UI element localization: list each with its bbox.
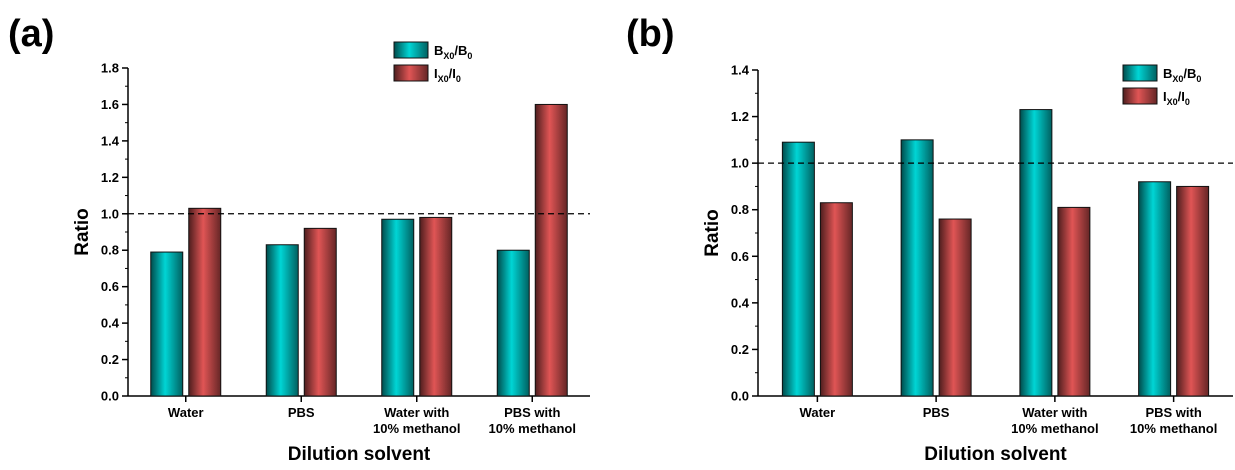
bar-i-ratio xyxy=(1176,185,1210,397)
legend-swatch xyxy=(1122,87,1158,105)
x-tick-label: PBS xyxy=(923,405,950,420)
y-tick-label: 0.0 xyxy=(101,389,119,404)
y-tick-label: 1.4 xyxy=(731,63,750,78)
x-tick-label: Water with xyxy=(384,405,449,420)
y-tick-label: 1.0 xyxy=(101,206,119,221)
legend-swatch xyxy=(1122,64,1158,82)
legend-label: BX0/B0 xyxy=(1163,66,1201,84)
x-tick-label: 10% methanol xyxy=(489,421,576,436)
bar-i-ratio xyxy=(303,227,337,397)
legend-subscript: X0 xyxy=(443,51,454,61)
bar-i-ratio xyxy=(534,103,568,397)
legend-text: /B xyxy=(1183,66,1196,81)
y-tick-label: 0.2 xyxy=(101,352,119,367)
bar-i-ratio xyxy=(419,216,453,397)
legend-text: /I xyxy=(449,66,456,81)
panel-label: (b) xyxy=(626,13,675,55)
y-axis-label: Ratio xyxy=(702,209,723,257)
y-tick-label: 0.2 xyxy=(731,342,749,357)
legend-text: B xyxy=(1163,66,1172,81)
x-tick-label: 10% methanol xyxy=(373,421,460,436)
legend-swatch xyxy=(393,64,429,82)
y-tick-label: 0.8 xyxy=(101,243,119,258)
chart-svg-b: (b) 0.0 0.2 0.4 0.6 0.8 1.0 1.2 1.4 Ratio Water PBS… xyxy=(626,13,1233,465)
legend-subscript: X0 xyxy=(1167,97,1178,107)
y-tick-label: 0.6 xyxy=(731,249,749,264)
bar-b-ratio xyxy=(1019,109,1053,397)
bar-i-ratio xyxy=(188,207,222,397)
legend-subscript: X0 xyxy=(1172,74,1183,84)
bar-i-ratio xyxy=(938,218,972,397)
bar-b-ratio xyxy=(496,249,530,397)
x-axis-label: Dilution solvent xyxy=(924,444,1067,465)
y-axis-label: Ratio xyxy=(72,208,93,256)
legend-text: /B xyxy=(454,43,467,58)
legend-text: I xyxy=(1163,89,1167,104)
y-tick-label: 1.2 xyxy=(731,109,749,124)
bar-i-ratio xyxy=(1057,206,1091,397)
bar-b-ratio xyxy=(900,139,934,397)
legend-label: IX0/I0 xyxy=(1163,89,1190,107)
bar-b-ratio xyxy=(1138,181,1172,397)
bar-b-ratio xyxy=(150,251,184,397)
legend-subscript: 0 xyxy=(467,51,472,61)
chart-panel-a: (a) 0.0 0.2 0.4 0.6 0.8 1.0 1.2 1.4 1.6 1.8 Ratio Wa… xyxy=(0,0,617,465)
chart-panel-b: (b) 0.0 0.2 0.4 0.6 0.8 1.0 1.2 1.4 Ratio Water PBS… xyxy=(618,0,1235,465)
x-tick-label: Water xyxy=(800,405,836,420)
x-tick-label: 10% methanol xyxy=(1011,421,1098,436)
legend-label: BX0/B0 xyxy=(434,43,472,61)
y-tick-label: 1.0 xyxy=(731,156,749,171)
bar-b-ratio xyxy=(381,218,415,397)
y-tick-label: 0.4 xyxy=(731,295,750,310)
legend-text: B xyxy=(434,43,443,58)
bar-b-ratio xyxy=(781,141,815,397)
bar-i-ratio xyxy=(819,202,853,397)
legend-subscript: 0 xyxy=(1185,97,1190,107)
y-tick-label: 0.8 xyxy=(731,202,749,217)
x-tick-label: PBS with xyxy=(1145,405,1201,420)
x-tick-label: 10% methanol xyxy=(1130,421,1217,436)
legend-subscript: X0 xyxy=(438,74,449,84)
x-axis-label: Dilution solvent xyxy=(288,444,431,465)
chart-svg-a: (a) 0.0 0.2 0.4 0.6 0.8 1.0 1.2 1.4 1.6 1.8 Ratio Wa… xyxy=(8,13,590,465)
panel-label: (a) xyxy=(8,13,54,55)
y-tick-label: 0.0 xyxy=(731,389,749,404)
x-tick-label: Water with xyxy=(1022,405,1087,420)
x-tick-label: Water xyxy=(168,405,204,420)
legend-label: IX0/I0 xyxy=(434,66,461,84)
y-tick-label: 1.6 xyxy=(101,97,119,112)
bar-b-ratio xyxy=(265,244,299,397)
legend-subscript: 0 xyxy=(1196,74,1201,84)
y-tick-label: 1.4 xyxy=(101,133,120,148)
x-tick-label: PBS with xyxy=(504,405,560,420)
y-tick-label: 1.2 xyxy=(101,170,119,185)
y-tick-label: 0.6 xyxy=(101,279,119,294)
legend-subscript: 0 xyxy=(456,74,461,84)
y-tick-label: 0.4 xyxy=(101,316,120,331)
legend-text: I xyxy=(434,66,438,81)
x-tick-label: PBS xyxy=(288,405,315,420)
y-tick-label: 1.8 xyxy=(101,61,119,76)
legend-text: /I xyxy=(1178,89,1185,104)
legend-swatch xyxy=(393,41,429,59)
